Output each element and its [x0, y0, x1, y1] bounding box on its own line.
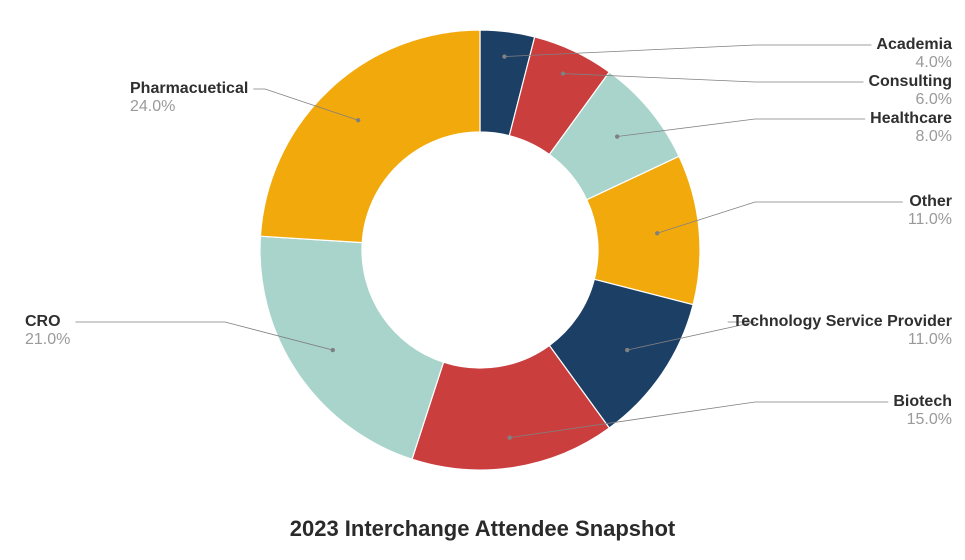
segment-pct: 21.0% — [25, 331, 70, 349]
segment-label-7: Pharmacuetical24.0% — [130, 80, 248, 117]
slice-6 — [260, 236, 444, 459]
segment-label-0: Academia4.0% — [876, 36, 952, 73]
segment-pct: 4.0% — [876, 54, 952, 72]
segment-pct: 15.0% — [893, 411, 952, 429]
segment-pct: 11.0% — [733, 331, 952, 349]
segment-label-2: Healthcare8.0% — [870, 110, 952, 147]
chart-stage: Academia4.0%Consulting6.0%Healthcare8.0%… — [0, 0, 965, 560]
segment-name: Consulting — [868, 73, 952, 91]
segment-name: Pharmacuetical — [130, 80, 248, 98]
segment-name: Academia — [876, 36, 952, 54]
segment-pct: 11.0% — [908, 211, 952, 229]
segment-name: Biotech — [893, 393, 952, 411]
segment-label-4: Technology Service Provider11.0% — [733, 313, 952, 350]
segment-name: CRO — [25, 313, 70, 331]
segment-name: Technology Service Provider — [733, 313, 952, 331]
segment-name: Other — [908, 193, 952, 211]
chart-title: 2023 Interchange Attendee Snapshot — [0, 516, 965, 542]
segment-label-3: Other11.0% — [908, 193, 952, 230]
segment-pct: 6.0% — [868, 91, 952, 109]
segment-pct: 8.0% — [870, 128, 952, 146]
segment-label-5: Biotech15.0% — [893, 393, 952, 430]
slice-7 — [260, 30, 480, 243]
segment-name: Healthcare — [870, 110, 952, 128]
segment-label-1: Consulting6.0% — [868, 73, 952, 110]
segment-pct: 24.0% — [130, 98, 248, 116]
segment-label-6: CRO21.0% — [25, 313, 70, 350]
